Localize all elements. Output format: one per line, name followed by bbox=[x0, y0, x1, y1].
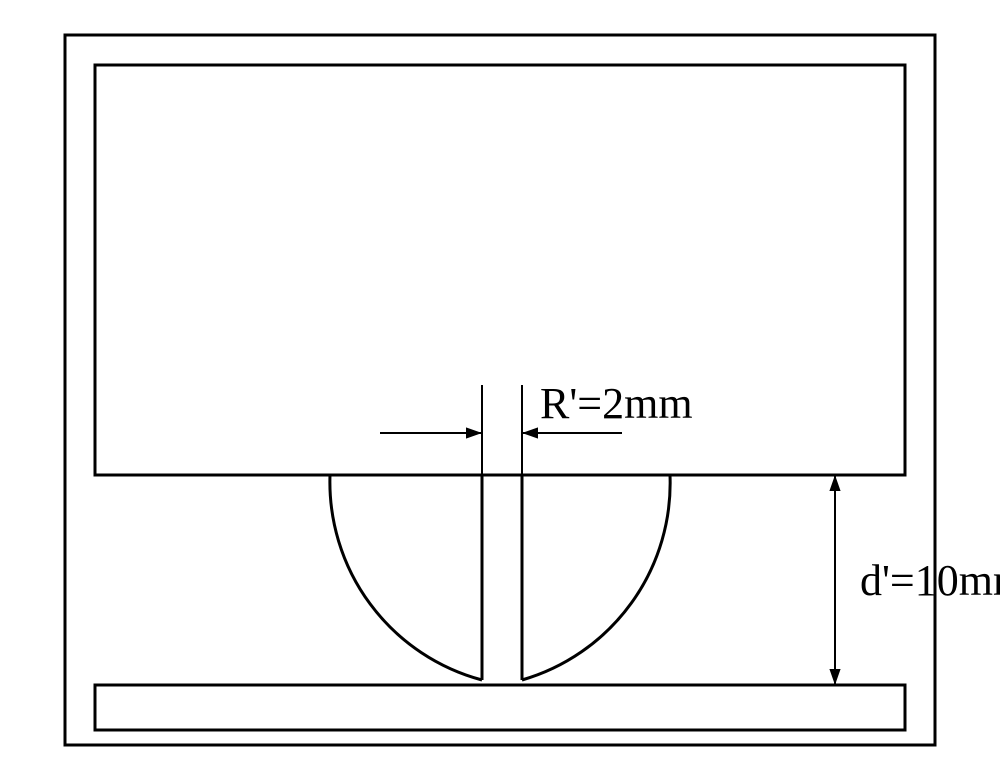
upper-block bbox=[95, 65, 905, 475]
outer-frame bbox=[65, 35, 935, 745]
arc-left bbox=[330, 475, 482, 680]
dim-r-label: R'=2mm bbox=[540, 379, 693, 428]
arc-right bbox=[522, 475, 670, 680]
dim-d-arrow-top bbox=[829, 475, 840, 491]
dim-r-arrow-right bbox=[522, 427, 538, 438]
lower-block bbox=[95, 685, 905, 730]
dim-d-arrow-bottom bbox=[829, 669, 840, 685]
dim-r-arrow-left bbox=[466, 427, 482, 438]
dim-d-label: d'=10mm bbox=[860, 556, 1000, 605]
